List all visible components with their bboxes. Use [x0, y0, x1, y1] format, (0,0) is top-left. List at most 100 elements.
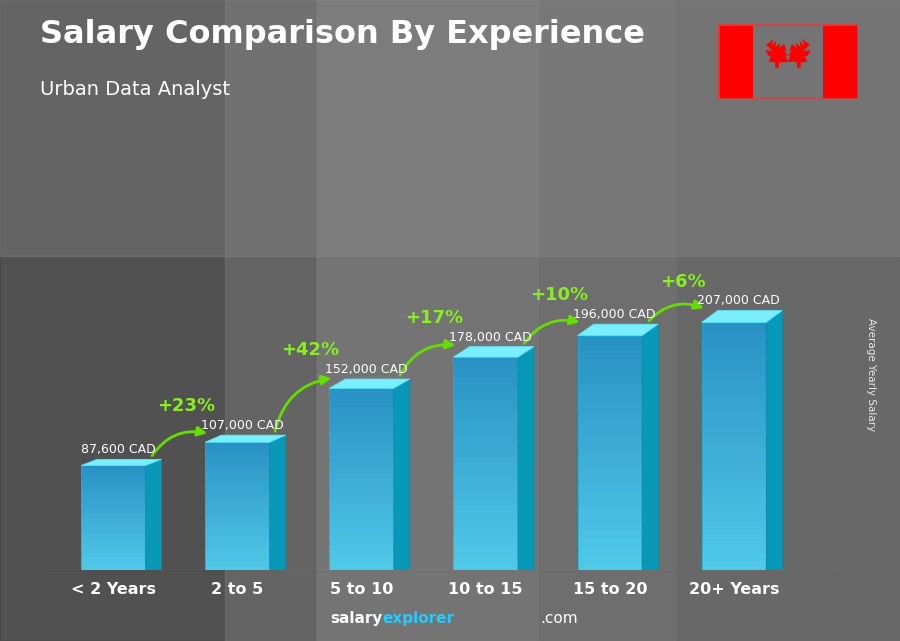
Bar [578, 398, 642, 406]
Bar [454, 421, 518, 428]
Bar [702, 496, 766, 504]
Bar [578, 555, 642, 563]
Bar [578, 476, 642, 485]
Bar [81, 525, 146, 528]
Bar [578, 453, 642, 461]
Polygon shape [702, 310, 782, 322]
Bar [205, 451, 270, 455]
Bar [702, 430, 766, 438]
Bar [205, 528, 270, 532]
Bar [329, 553, 394, 558]
Bar [329, 394, 394, 401]
Bar [578, 515, 642, 524]
Bar [81, 494, 146, 497]
Text: .com: .com [540, 611, 578, 626]
Bar [81, 553, 146, 556]
Bar [702, 537, 766, 545]
Bar [578, 375, 642, 383]
Bar [329, 534, 394, 540]
Bar [702, 380, 766, 388]
Bar [702, 513, 766, 521]
Bar [81, 532, 146, 535]
Bar [578, 508, 642, 515]
Bar [702, 504, 766, 513]
Bar [329, 449, 394, 455]
Bar [454, 371, 518, 378]
Polygon shape [394, 379, 410, 570]
Bar [205, 566, 270, 570]
Bar [81, 515, 146, 518]
Bar [81, 567, 146, 570]
Bar [702, 372, 766, 380]
Bar [578, 437, 642, 445]
Bar [205, 460, 270, 463]
Text: +10%: +10% [530, 287, 588, 304]
Bar [702, 438, 766, 446]
Bar [81, 472, 146, 476]
Bar [205, 481, 270, 485]
Bar [205, 442, 270, 570]
Bar [329, 461, 394, 467]
Text: +23%: +23% [158, 397, 215, 415]
Bar [205, 549, 270, 553]
Bar [702, 413, 766, 422]
Bar [454, 393, 518, 400]
Bar [205, 553, 270, 558]
Bar [329, 401, 394, 406]
Bar [578, 461, 642, 469]
Bar [329, 558, 394, 565]
Bar [578, 469, 642, 476]
Bar [454, 386, 518, 393]
Bar [702, 388, 766, 397]
Polygon shape [766, 310, 782, 570]
Bar [329, 431, 394, 437]
Bar [454, 535, 518, 542]
Bar [205, 545, 270, 549]
Bar [329, 479, 394, 485]
Bar [81, 483, 146, 487]
Bar [329, 504, 394, 510]
Bar [702, 331, 766, 339]
Bar [329, 437, 394, 443]
Bar [702, 347, 766, 356]
Bar [578, 524, 642, 531]
Bar [702, 422, 766, 430]
Text: 152,000 CAD: 152,000 CAD [325, 363, 408, 376]
Bar [578, 531, 642, 539]
Bar [205, 562, 270, 566]
Bar [578, 563, 642, 570]
Bar [81, 535, 146, 539]
Bar [329, 419, 394, 425]
Bar [205, 519, 270, 524]
Bar [205, 515, 270, 519]
Bar [329, 473, 394, 479]
Text: 178,000 CAD: 178,000 CAD [449, 331, 532, 344]
Bar [205, 485, 270, 489]
Polygon shape [765, 38, 811, 68]
Bar [454, 556, 518, 563]
Bar [81, 563, 146, 567]
Bar [454, 499, 518, 506]
Bar [578, 445, 642, 453]
Bar [81, 549, 146, 553]
Bar [81, 465, 146, 570]
Text: explorer: explorer [382, 611, 454, 626]
Polygon shape [642, 324, 658, 570]
Bar [578, 406, 642, 414]
Bar [454, 528, 518, 535]
Bar [205, 472, 270, 476]
Bar [205, 476, 270, 481]
Bar [702, 479, 766, 488]
Bar [81, 539, 146, 542]
Bar [578, 390, 642, 398]
Bar [81, 518, 146, 522]
Bar [578, 335, 642, 344]
Bar [205, 463, 270, 468]
Bar [329, 516, 394, 522]
Bar [454, 407, 518, 414]
Bar [205, 489, 270, 494]
Bar [205, 468, 270, 472]
Bar [454, 478, 518, 485]
Text: Urban Data Analyst: Urban Data Analyst [40, 80, 230, 99]
Bar [454, 435, 518, 442]
